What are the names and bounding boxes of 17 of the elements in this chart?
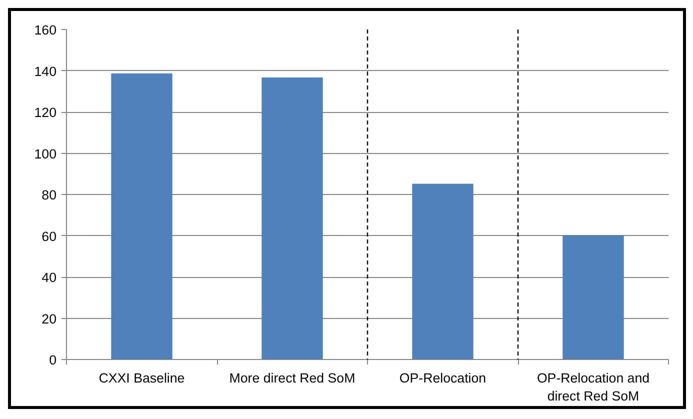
x-tick-label: OP-Relocation and direct Red SoM bbox=[536, 370, 650, 404]
bar bbox=[111, 73, 172, 360]
bar bbox=[262, 77, 323, 360]
y-tick-label: 0 bbox=[49, 352, 57, 368]
y-tick-label: 120 bbox=[34, 105, 57, 120]
y-tick-label: 80 bbox=[42, 188, 57, 202]
bar bbox=[562, 235, 624, 360]
x-tick-label: More direct Red SoM bbox=[229, 370, 356, 386]
y-tick-label: 20 bbox=[42, 311, 57, 326]
y-tick-label: 60 bbox=[42, 228, 57, 244]
x-tick-label: CXXI Baseline bbox=[98, 370, 185, 386]
y-tick-label: 40 bbox=[42, 270, 57, 285]
x-tick-label: OP-Relocation bbox=[399, 370, 486, 386]
y-tick-label: 100 bbox=[34, 146, 57, 162]
bar bbox=[412, 184, 474, 360]
y-tick-label: 140 bbox=[34, 64, 57, 79]
y-tick-label: 160 bbox=[34, 22, 57, 38]
